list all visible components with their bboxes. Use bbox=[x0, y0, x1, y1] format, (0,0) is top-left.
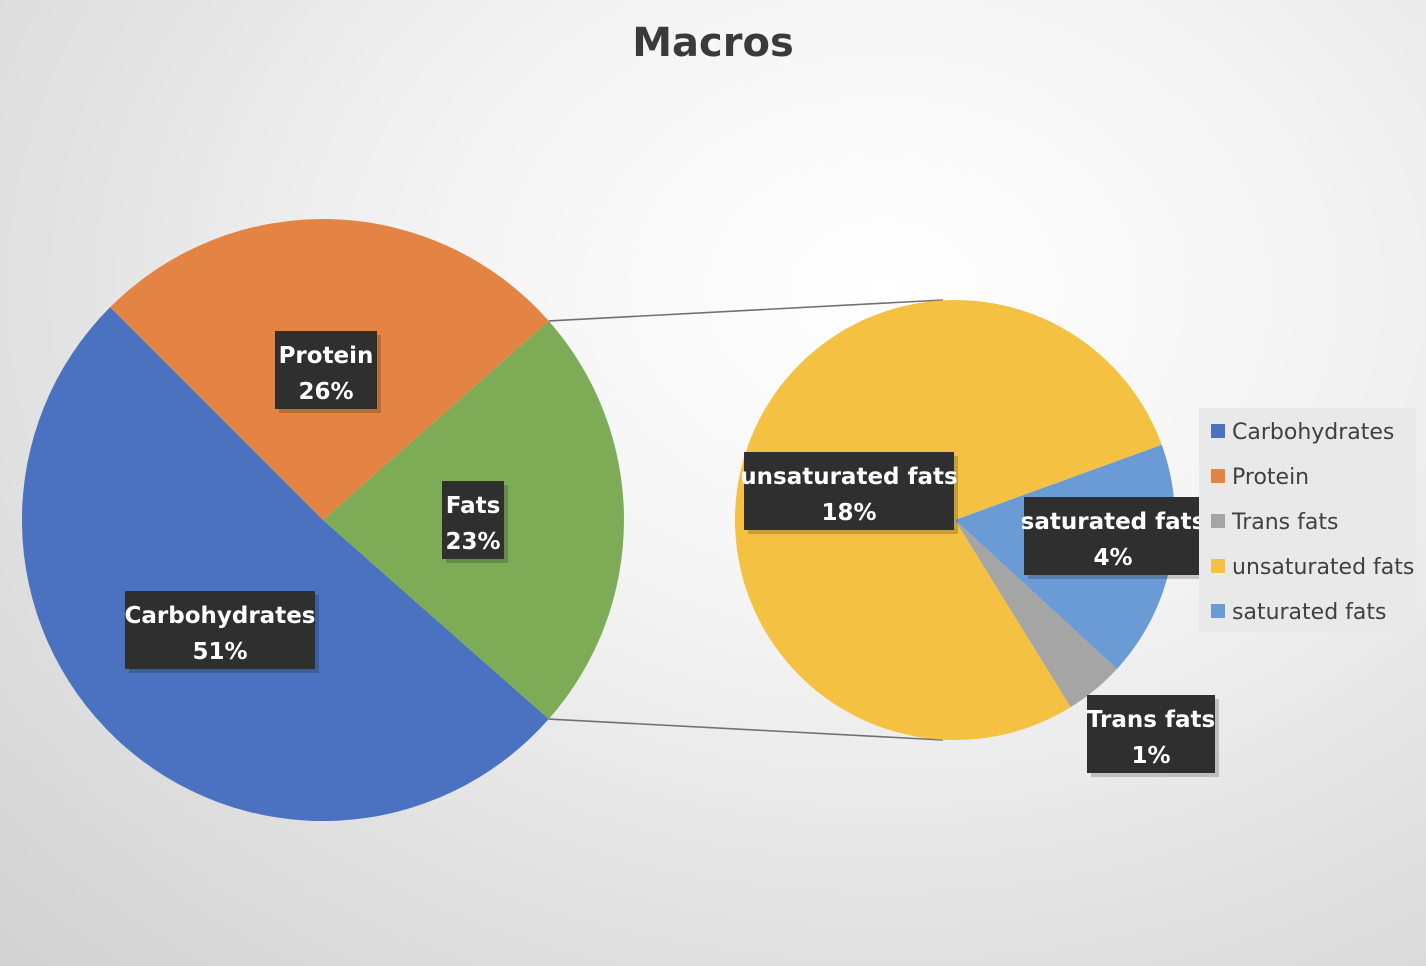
data-label-value: 23% bbox=[445, 529, 500, 555]
data-label-name: Fats bbox=[446, 493, 501, 519]
data-label-name: unsaturated fats bbox=[740, 464, 957, 490]
slice-trans-fats bbox=[955, 520, 1117, 708]
data-label-trans-fats: Trans fats 1% bbox=[1087, 695, 1219, 777]
data-label-value: 4% bbox=[1093, 545, 1132, 571]
data-label-box bbox=[275, 331, 377, 409]
legend-label: Carbohydrates bbox=[1232, 420, 1394, 445]
legend-item-protein: Protein bbox=[1211, 465, 1309, 490]
connector-line-top bbox=[548, 299, 944, 322]
slice-carbohydrates bbox=[21, 307, 549, 822]
data-label-box bbox=[1087, 695, 1215, 773]
legend-swatch bbox=[1211, 514, 1225, 528]
data-label-protein: Protein 26% bbox=[275, 331, 381, 413]
legend: Carbohydrates Protein Trans fats unsaturate… bbox=[1199, 408, 1416, 632]
data-label-unsaturated-fats: unsaturated fats 18% bbox=[740, 452, 958, 534]
connector-lines bbox=[548, 299, 944, 741]
legend-label: saturated fats bbox=[1232, 600, 1386, 625]
data-label-name: Carbohydrates bbox=[125, 603, 316, 629]
legend-label: Protein bbox=[1232, 465, 1309, 490]
data-label-saturated-fats: saturated fats 4% bbox=[1021, 497, 1206, 579]
data-label-value: 51% bbox=[192, 639, 247, 665]
legend-item-carbohydrates: Carbohydrates bbox=[1211, 420, 1394, 445]
data-label-box bbox=[442, 481, 504, 559]
connector-line-bottom bbox=[548, 718, 944, 741]
legend-background bbox=[1199, 408, 1416, 632]
data-label-box bbox=[1024, 497, 1202, 575]
data-label-box bbox=[744, 452, 954, 530]
legend-swatch bbox=[1211, 424, 1225, 438]
data-label-value: 18% bbox=[821, 500, 876, 526]
data-label-box bbox=[125, 591, 315, 669]
legend-swatch bbox=[1211, 469, 1225, 483]
primary-pie bbox=[21, 219, 624, 822]
legend-item-trans-fats: Trans fats bbox=[1211, 510, 1338, 535]
legend-item-unsaturated-fats: unsaturated fats bbox=[1211, 555, 1414, 580]
legend-swatch bbox=[1211, 559, 1225, 573]
data-label-name: Trans fats bbox=[1087, 707, 1215, 733]
legend-label: Trans fats bbox=[1231, 510, 1338, 535]
data-label-name: Protein bbox=[279, 343, 374, 369]
data-label-fats: Fats 23% bbox=[442, 481, 508, 563]
legend-swatch bbox=[1211, 604, 1225, 618]
data-label-value: 1% bbox=[1131, 743, 1170, 769]
legend-label: unsaturated fats bbox=[1232, 555, 1414, 580]
data-label-carbohydrates: Carbohydrates 51% bbox=[125, 591, 319, 673]
data-label-name: saturated fats bbox=[1021, 509, 1206, 535]
data-label-value: 26% bbox=[298, 379, 353, 405]
legend-item-saturated-fats: saturated fats bbox=[1211, 600, 1386, 625]
chart-title: Macros bbox=[632, 20, 794, 66]
data-labels: Protein 26% Fats 23% Carbohydrates 51% unsatur… bbox=[125, 331, 1219, 777]
